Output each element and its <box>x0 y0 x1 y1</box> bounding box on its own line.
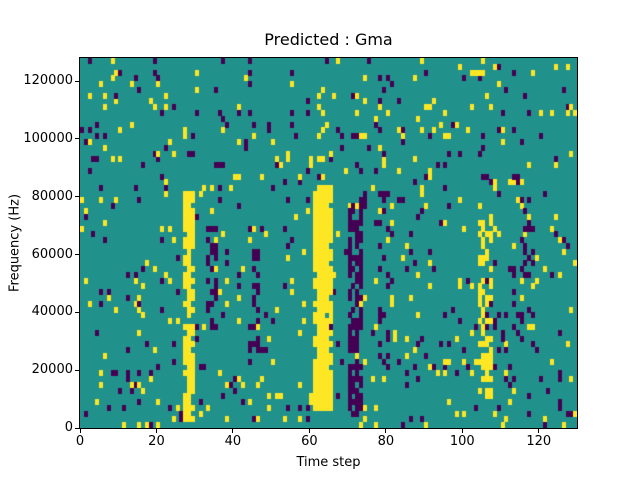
x-tick-label: 100 <box>449 434 475 449</box>
y-tick-label: 40000 <box>31 304 73 320</box>
x-tick-mark <box>308 429 310 433</box>
x-tick-label: 40 <box>224 434 242 449</box>
x-tick-label: 80 <box>377 434 395 449</box>
y-tick-label: 60000 <box>31 246 73 262</box>
heatmap-canvas <box>80 58 577 428</box>
plot-border <box>79 57 578 429</box>
x-tick-mark <box>155 429 157 433</box>
y-tick-label: 0 <box>64 420 73 435</box>
y-tick-label: 80000 <box>31 188 73 204</box>
x-axis-label: Time step <box>296 455 361 470</box>
y-axis-label: Frequency (Hz) <box>7 193 23 293</box>
y-tick-mark <box>75 254 79 256</box>
x-tick-label: 60 <box>301 434 318 449</box>
chart-title: Predicted : Gma <box>264 30 393 49</box>
y-tick-mark <box>75 196 79 198</box>
y-tick-mark <box>75 138 79 140</box>
x-tick-mark <box>538 429 540 433</box>
y-tick-mark <box>75 311 79 313</box>
x-tick-mark <box>461 429 463 433</box>
y-tick-label: 120000 <box>23 73 73 89</box>
y-tick-mark <box>75 427 79 429</box>
x-tick-label: 0 <box>75 434 85 449</box>
x-tick-mark <box>385 429 387 433</box>
x-tick-mark <box>232 429 234 433</box>
x-tick-mark <box>79 429 81 433</box>
y-tick-mark <box>75 369 79 371</box>
y-tick-mark <box>75 80 79 82</box>
x-tick-label: 20 <box>148 434 165 449</box>
x-tick-label: 120 <box>526 434 552 449</box>
y-tick-label: 100000 <box>23 130 73 146</box>
y-tick-label: 20000 <box>31 362 73 378</box>
